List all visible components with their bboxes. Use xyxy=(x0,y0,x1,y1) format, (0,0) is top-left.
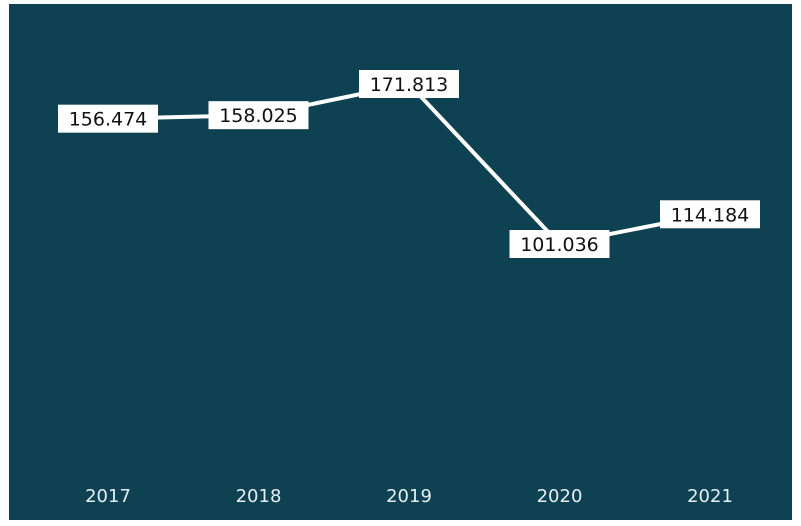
data-label-text: 114.184 xyxy=(671,204,750,226)
x-tick-label-2021: 2021 xyxy=(687,486,733,507)
data-label-text: 158.025 xyxy=(219,105,298,127)
data-label-text: 156.474 xyxy=(69,109,148,131)
data-label-box xyxy=(509,230,610,258)
x-axis-tick-labels: 2017 2018 2019 2020 2021 xyxy=(85,486,733,507)
data-label-text: 101.036 xyxy=(520,234,599,256)
x-tick-label-2020: 2020 xyxy=(537,486,583,507)
data-label-2020: 101.036 xyxy=(509,230,610,258)
data-label-box xyxy=(359,70,459,98)
data-label-box xyxy=(208,101,309,130)
data-label-box xyxy=(58,104,158,133)
x-tick-label-2019: 2019 xyxy=(386,486,432,507)
data-label-2021: 114.184 xyxy=(660,200,760,229)
data-label-2019: 171.813 xyxy=(359,70,459,98)
data-label-text: 171.813 xyxy=(370,74,449,96)
data-labels: 156.474 158.025 171.813 101.036 114.184 xyxy=(58,70,760,258)
drop-lines xyxy=(107,84,711,466)
x-tick-label-2017: 2017 xyxy=(85,486,131,507)
data-label-box xyxy=(660,200,760,229)
data-label-2017: 156.474 xyxy=(58,104,158,133)
data-label-2018: 158.025 xyxy=(208,101,309,130)
x-tick-label-2018: 2018 xyxy=(236,486,282,507)
